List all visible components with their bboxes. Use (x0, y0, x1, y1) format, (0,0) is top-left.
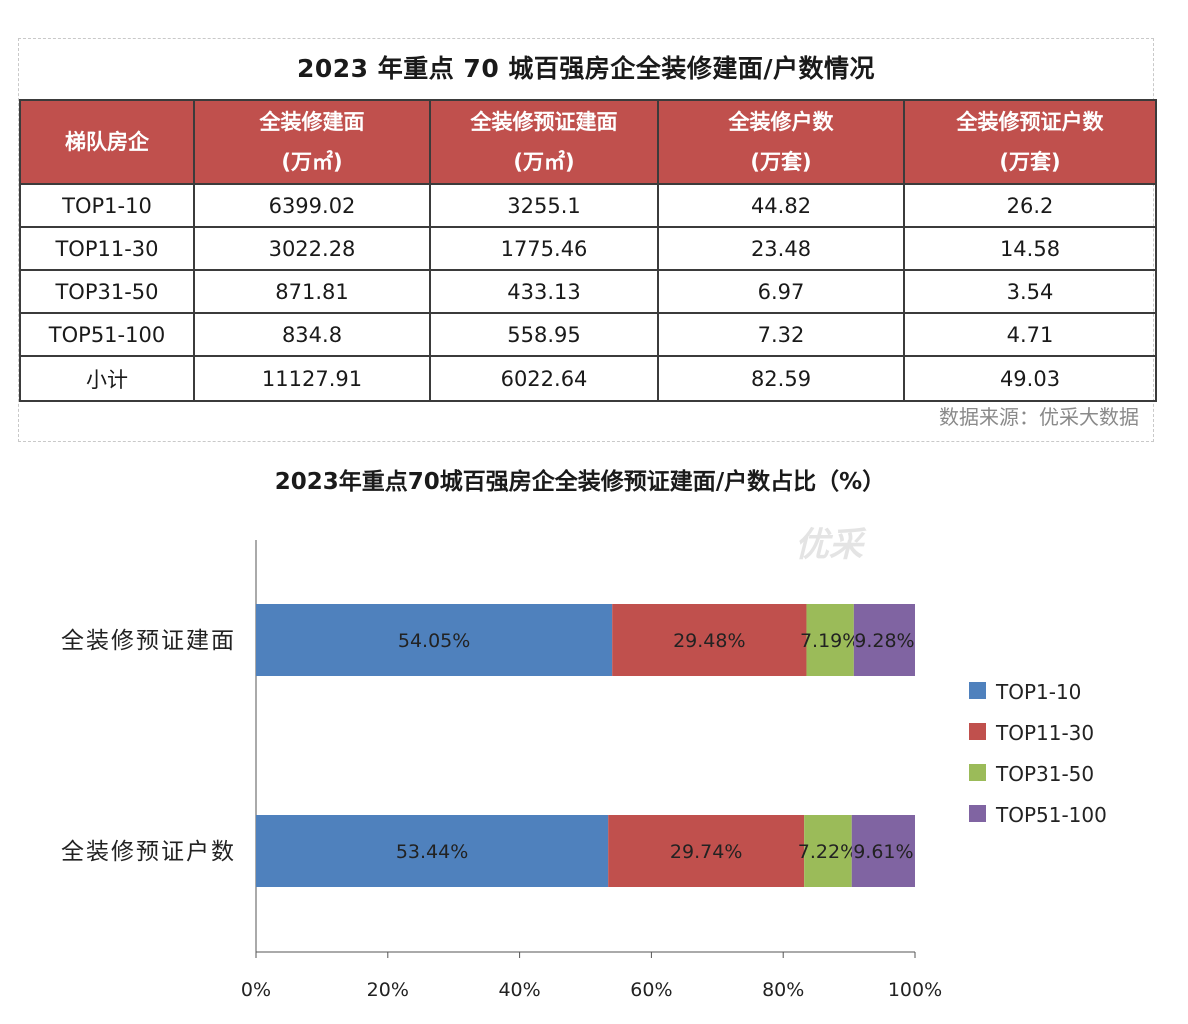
watermark-logo: 优采 (795, 525, 867, 565)
data-label: 29.74% (670, 841, 742, 863)
table-row-total: 小计 11127.91 6022.64 82.59 49.03 (19, 355, 1157, 402)
bar-segment-top31-50 (806, 604, 854, 676)
data-label: 7.22% (798, 841, 858, 863)
table-cell: 小计 (19, 355, 195, 402)
legend-label: TOP11-30 (995, 721, 1094, 745)
table-cell: 82.59 (657, 355, 905, 402)
table-cell: 6022.64 (429, 355, 659, 402)
bar-segment-top31-50 (804, 815, 852, 887)
header-area: 全装修建面 (万㎡) (193, 99, 431, 185)
table-cell: TOP31-50 (19, 269, 195, 314)
legend-swatch (969, 682, 986, 699)
table-row: TOP1-10 6399.02 3255.1 44.82 26.2 (19, 183, 1157, 228)
table-cell: 433.13 (429, 269, 659, 314)
table-cell: 3255.1 (429, 183, 659, 228)
chart-title: 2023年重点70城百强房企全装修预证建面/户数占比（%） (274, 469, 886, 495)
legend-label: TOP1-10 (995, 680, 1081, 704)
legend-swatch (969, 805, 986, 822)
data-label: 29.48% (673, 630, 745, 652)
data-label: 7.19% (800, 630, 860, 652)
table-cell: 834.8 (193, 312, 431, 357)
header-tier: 梯队房企 (19, 99, 195, 185)
table-cell: 4.71 (903, 312, 1157, 357)
x-tick-label: 60% (630, 979, 672, 1001)
bar-segment-top11-30 (608, 815, 805, 887)
data-label: 9.61% (853, 841, 913, 863)
table-row: TOP51-100 834.8 558.95 7.32 4.71 (19, 312, 1157, 357)
header-units: 全装修户数 (万套) (657, 99, 905, 185)
table-cell: 26.2 (903, 183, 1157, 228)
table-row: TOP11-30 3022.28 1775.46 23.48 14.58 (19, 226, 1157, 271)
table-cell: 6.97 (657, 269, 905, 314)
bar-segment-top51-100 (851, 815, 915, 887)
table-cell: 44.82 (657, 183, 905, 228)
header-presale-area: 全装修预证建面 (万㎡) (429, 99, 659, 185)
x-tick-label: 100% (888, 979, 942, 1001)
table-cell: TOP1-10 (19, 183, 195, 228)
data-label: 9.28% (854, 630, 914, 652)
category-label: 全装修预证建面 (61, 628, 236, 654)
table-cell: 14.58 (903, 226, 1157, 271)
legend-label: TOP31-50 (995, 762, 1094, 786)
legend-swatch (969, 764, 986, 781)
table-cell: TOP11-30 (19, 226, 195, 271)
bar-segment-top51-100 (853, 604, 915, 676)
data-label: 54.05% (398, 630, 470, 652)
x-tick-label: 20% (367, 979, 409, 1001)
x-tick-label: 40% (498, 979, 540, 1001)
table-cell: 3.54 (903, 269, 1157, 314)
x-tick-label: 80% (762, 979, 804, 1001)
bar-segment-top1-10 (256, 604, 613, 676)
legend-label: TOP51-100 (995, 803, 1107, 827)
table-cell: 6399.02 (193, 183, 431, 228)
x-tick-label: 0% (241, 979, 271, 1001)
table-cell: 11127.91 (193, 355, 431, 402)
table-header-row: 梯队房企 全装修建面 (万㎡) 全装修预证建面 (万㎡) 全装修户数 (万套) 全装修… (19, 99, 1157, 185)
table-cell: 49.03 (903, 355, 1157, 402)
source-note: 数据来源：优采大数据 (939, 405, 1139, 429)
header-presale-units: 全装修预证户数 (万套) (903, 99, 1157, 185)
data-label: 53.44% (396, 841, 468, 863)
bar-segment-top1-10 (256, 815, 609, 887)
table-cell: 3022.28 (193, 226, 431, 271)
table-cell: 23.48 (657, 226, 905, 271)
table-row: TOP31-50 871.81 433.13 6.97 3.54 (19, 269, 1157, 314)
bar-segment-top11-30 (612, 604, 807, 676)
table-title: 2023 年重点 70 城百强房企全装修建面/户数情况 (296, 54, 876, 83)
table-cell: 1775.46 (429, 226, 659, 271)
table-cell: 7.32 (657, 312, 905, 357)
table-cell: 871.81 (193, 269, 431, 314)
table-cell: TOP51-100 (19, 312, 195, 357)
legend-swatch (969, 723, 986, 740)
table-panel: 2023 年重点 70 城百强房企全装修建面/户数情况 梯队房企 全装修建面 (万… (18, 38, 1157, 442)
data-table: 梯队房企 全装修建面 (万㎡) 全装修预证建面 (万㎡) 全装修户数 (万套) 全装修… (19, 99, 1157, 402)
table-cell: 558.95 (429, 312, 659, 357)
category-label: 全装修预证户数 (61, 839, 236, 865)
